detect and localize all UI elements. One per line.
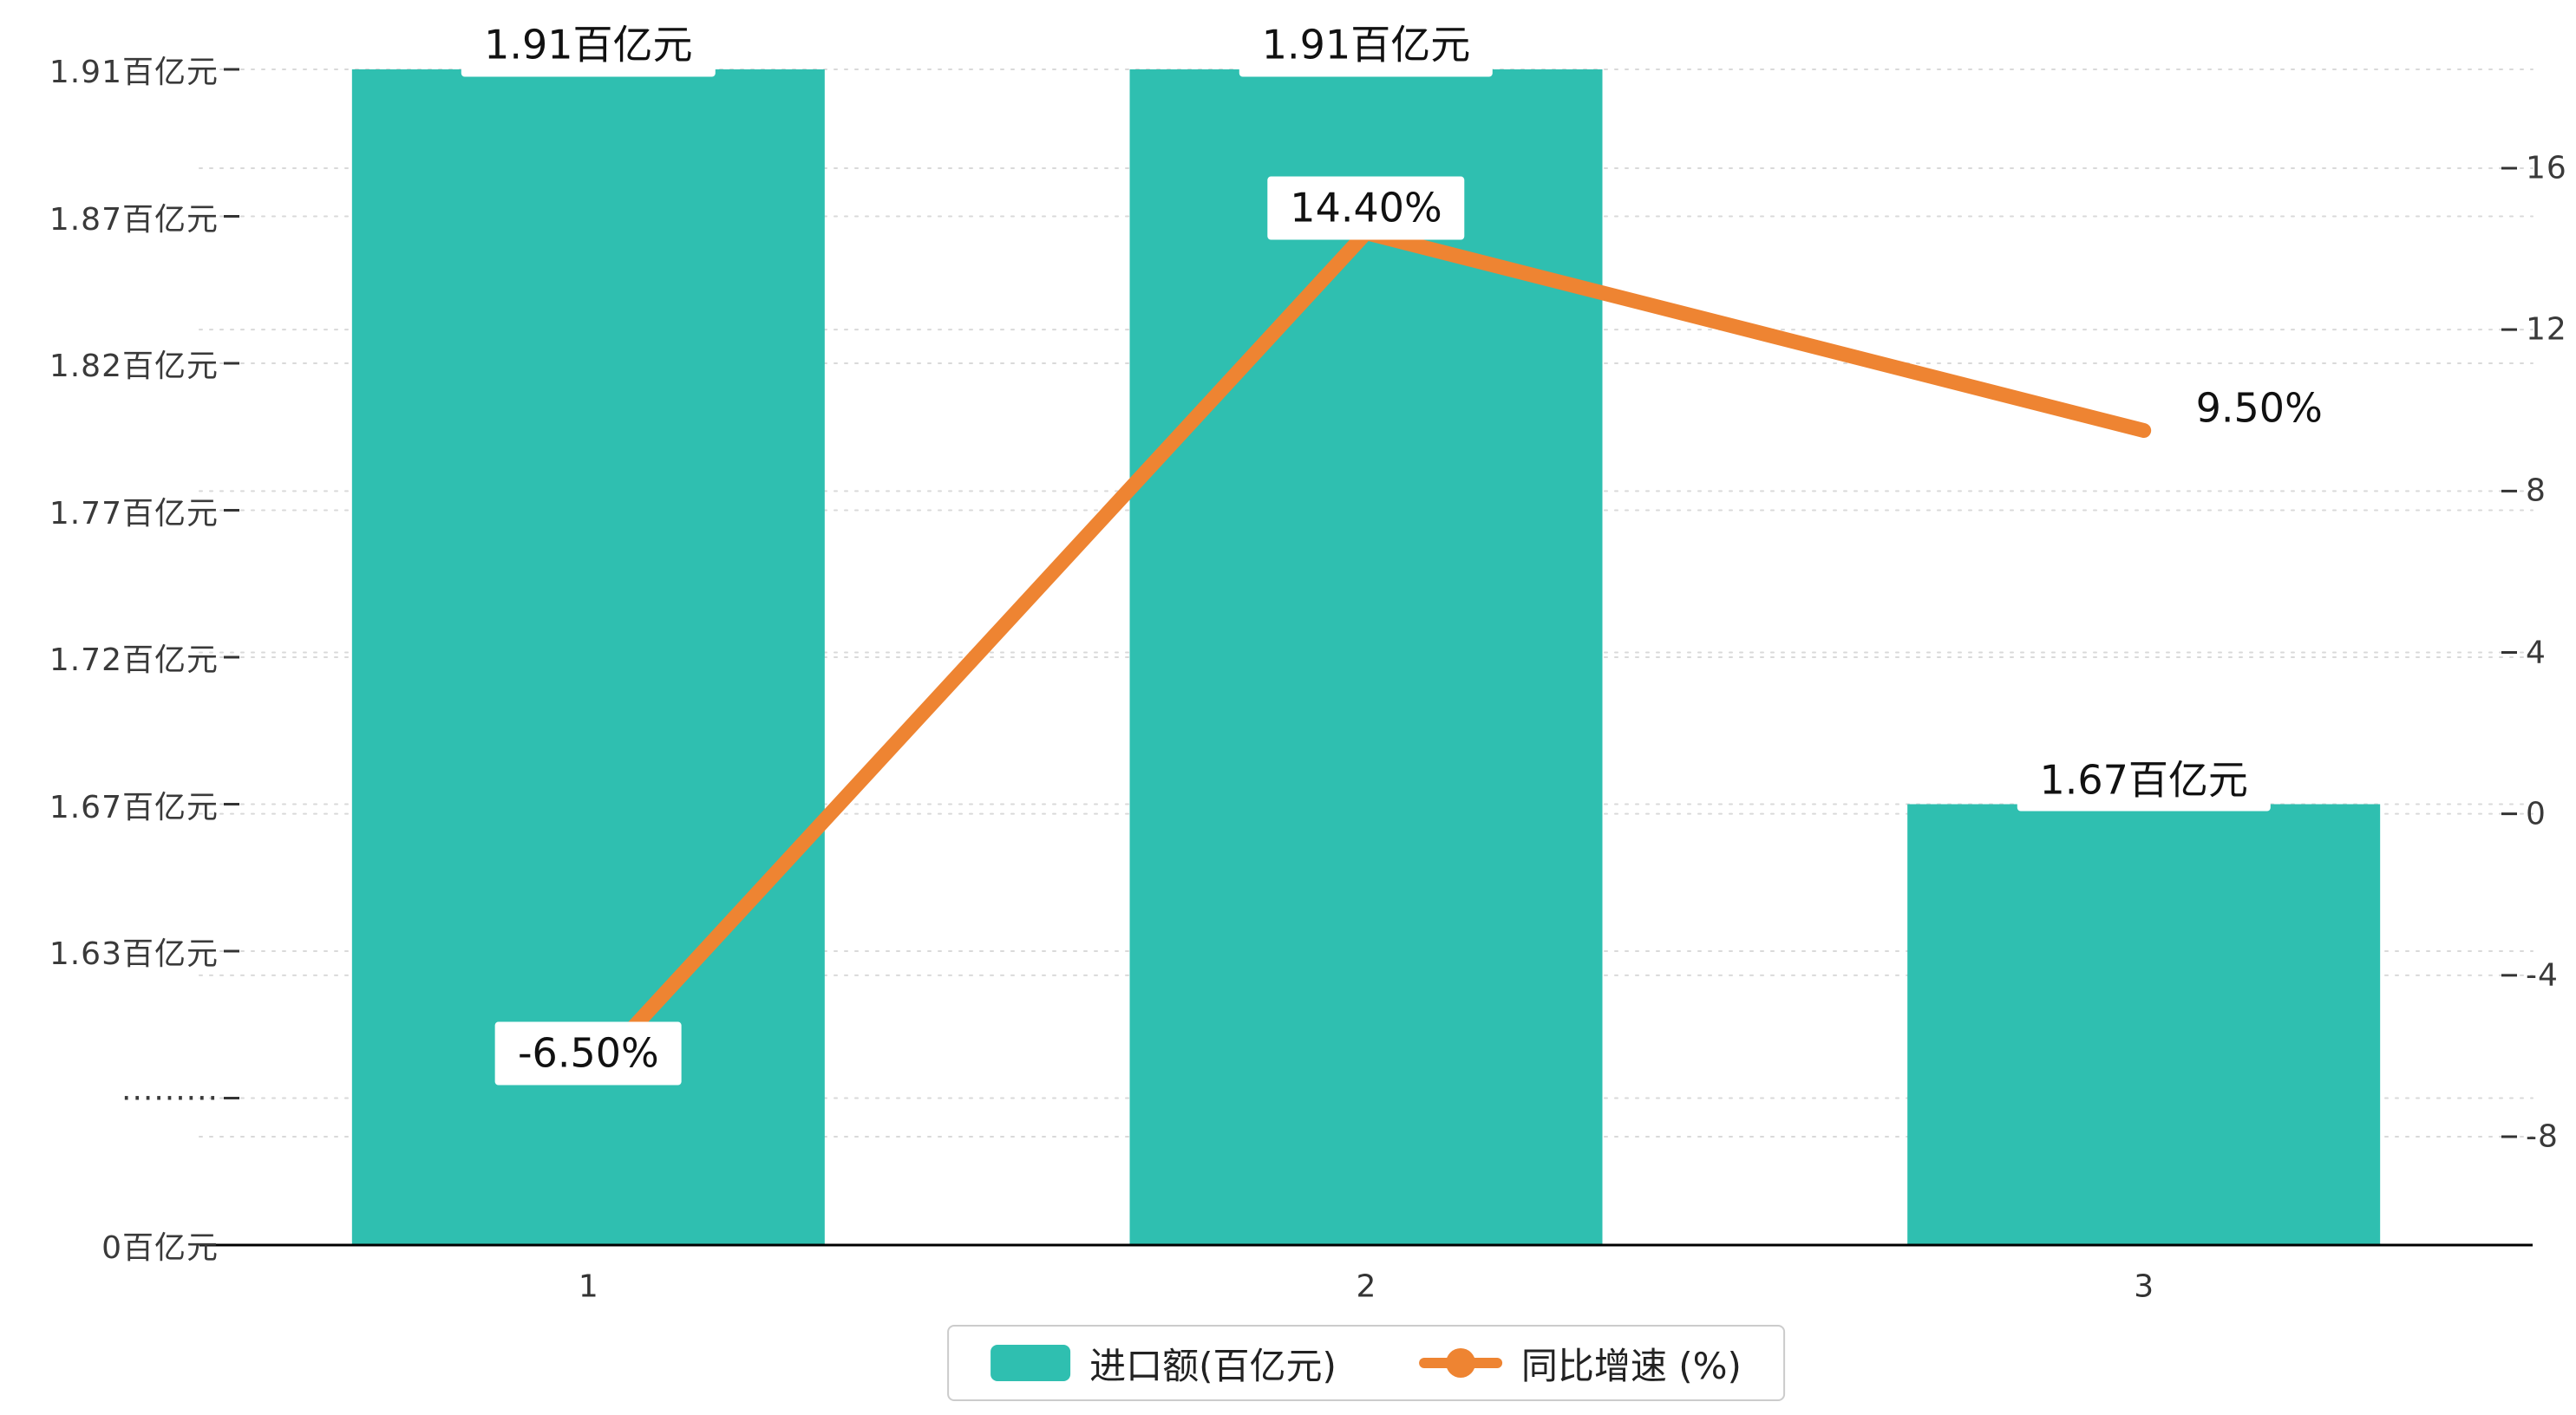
line-value-label: 9.50% [2173,376,2345,440]
right-axis-label: 4 [2526,635,2547,670]
left-axis-label: 0百亿元 [101,1230,219,1266]
legend: 进口额(百亿元) 同比增速 (%) [947,1325,1785,1401]
legend-item-growth-rate[interactable]: 同比增速 (%) [1418,1337,1742,1390]
x-axis-label: 2 [1356,1268,1376,1305]
bar-value-label: 1.91百亿元 [1239,13,1494,77]
legend-label-import-value: 进口额(百亿元) [1089,1344,1337,1387]
right-axis-label: -8 [2526,1118,2559,1155]
right-axis-label: -4 [2526,957,2559,994]
left-axis-label: ········· [121,1080,219,1116]
line-series-mark [1418,1348,1502,1378]
bar [1129,69,1603,1245]
right-axis-label: 12 [2526,311,2567,348]
left-axis-label: 1.87百亿元 [49,201,219,238]
x-axis-label: 1 [578,1268,598,1305]
legend-label-growth-rate: 同比增速 (%) [1520,1344,1742,1387]
line-value-label: 14.40% [1267,177,1465,240]
bar-series-swatch [991,1345,1071,1381]
right-axis-label: 16 [2526,150,2567,186]
left-axis-label: 1.72百亿元 [49,642,219,678]
x-axis-label: 3 [2134,1268,2154,1305]
line-value-label: -6.50% [494,1021,682,1086]
left-axis-label: 1.67百亿元 [49,789,219,825]
left-axis-label: 1.82百亿元 [49,349,219,384]
left-axis-label: 1.77百亿元 [49,495,219,531]
bar-value-label: 1.67百亿元 [2017,748,2271,812]
left-axis-label: 1.63百亿元 [49,936,219,972]
right-axis-label: 0 [2526,796,2547,832]
bar [1907,804,2381,1245]
line-series-dot [1445,1348,1475,1378]
legend-item-import-value[interactable]: 进口额(百亿元) [991,1337,1337,1390]
right-axis-label: 8 [2526,473,2547,509]
bar-value-label: 1.91百亿元 [461,13,716,77]
left-axis-label: 1.91百亿元 [49,55,219,90]
